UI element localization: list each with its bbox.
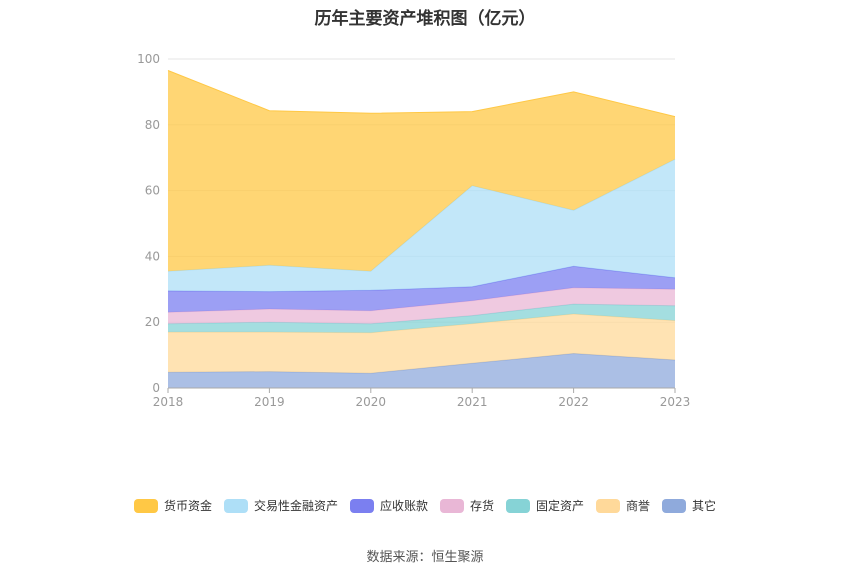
legend-label: 固定资产 (536, 499, 585, 513)
legend-item[interactable]: 应收账款 (349, 497, 428, 514)
legend-item[interactable]: 其它 (662, 497, 716, 514)
legend-swatch (439, 498, 464, 513)
area-series-7 (168, 70, 675, 272)
x-tick-label: 2022 (558, 395, 589, 409)
legend-label: 其它 (692, 499, 717, 513)
x-axis-ticks: 2018 2019 2020 2021 2022 2023 (153, 388, 691, 409)
area-series-2 (168, 314, 675, 374)
y-tick-label: 40 (145, 249, 160, 263)
chart-title: 历年主要资产堆积图（亿元） (314, 9, 536, 29)
x-tick-label: 2020 (356, 395, 387, 409)
x-tick-label: 2018 (153, 395, 184, 409)
legend: 货币资金 交易性金融资产 应收账款 存货 固定资产 商誉 其它 (0, 497, 850, 514)
source-caption: 数据来源：恒生聚源 (366, 550, 484, 565)
y-tick-label: 80 (145, 118, 160, 132)
area-series-3 (168, 304, 675, 333)
legend-item[interactable]: 固定资产 (506, 497, 584, 514)
legend-item[interactable]: 交易性金融资产 (223, 497, 338, 514)
legend-swatch (349, 498, 374, 513)
legend-swatch (506, 498, 530, 513)
legend-swatch (223, 498, 248, 513)
y-tick-label: 0 (152, 381, 160, 395)
legend-item[interactable]: 存货 (439, 497, 494, 514)
area-series-1 (168, 353, 675, 388)
legend-label: 货币资金 (163, 499, 212, 513)
series-line-7 (167, 70, 676, 118)
legend-label: 交易性金融资产 (253, 499, 338, 513)
area-series-group (167, 70, 676, 388)
x-tick-label: 2019 (254, 395, 285, 409)
y-axis-ticks: 0 20 40 60 80 100 (137, 52, 160, 395)
x-tick-label: 2023 (660, 395, 691, 409)
legend-swatch (596, 498, 621, 513)
legend-label: 商誉 (626, 499, 651, 513)
area-series-6 (168, 159, 675, 292)
area-series-5 (168, 266, 675, 313)
y-tick-label: 100 (137, 52, 160, 66)
legend-item[interactable]: 货币资金 (133, 497, 212, 514)
legend-label: 存货 (469, 499, 494, 513)
y-tick-label: 60 (145, 184, 160, 198)
legend-swatch (662, 498, 687, 513)
legend-item[interactable]: 商誉 (596, 497, 650, 514)
legend-label: 应收账款 (379, 499, 428, 513)
x-tick-label: 2021 (457, 395, 488, 409)
legend-swatch (133, 498, 158, 513)
y-tick-label: 20 (145, 315, 160, 329)
